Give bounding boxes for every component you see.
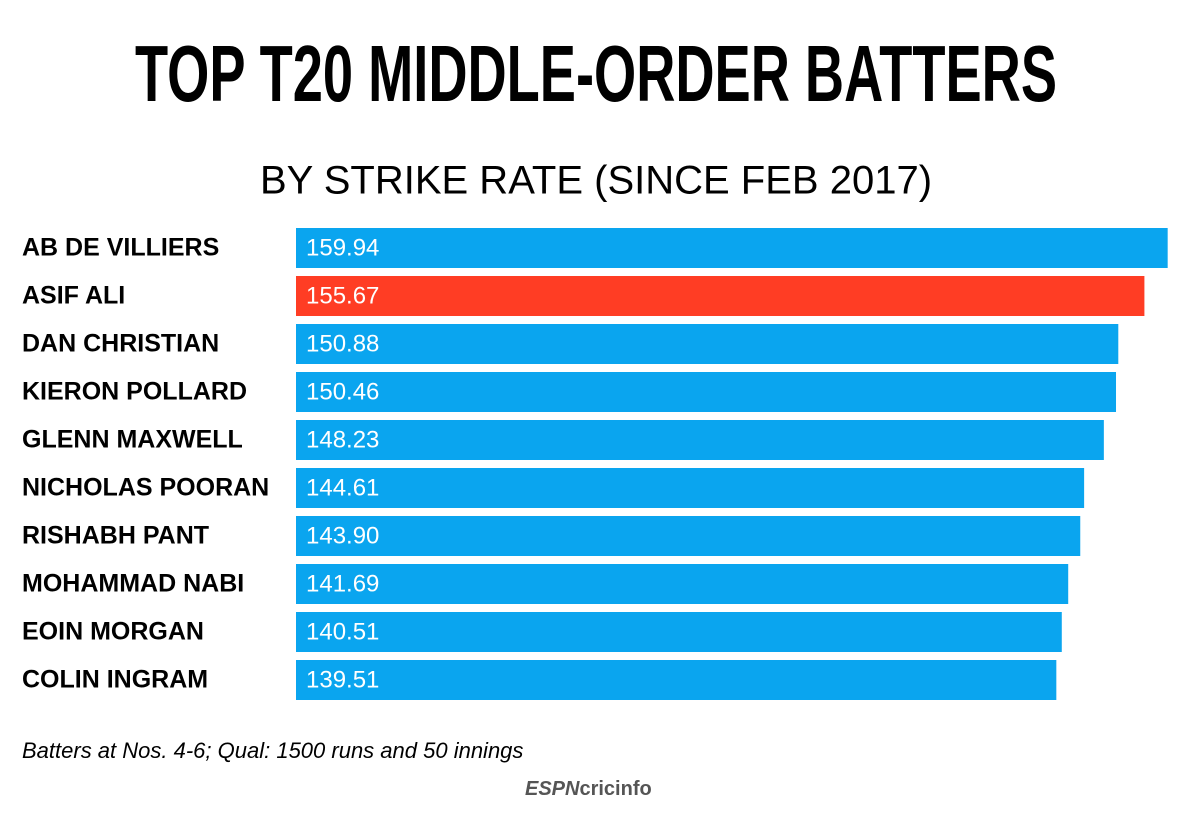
- value-label: 144.61: [306, 474, 379, 501]
- bar: [296, 276, 1145, 316]
- y-tick-label: EOIN MORGAN: [22, 618, 204, 646]
- value-label: 159.94: [306, 234, 379, 261]
- value-label: 140.51: [306, 618, 379, 645]
- value-label: 139.51: [306, 666, 379, 693]
- value-label: 141.69: [306, 570, 379, 597]
- value-label: 155.67: [306, 282, 379, 309]
- y-tick-label: KIERON POLLARD: [22, 378, 247, 406]
- y-tick-label: AB DE VILLIERS: [22, 234, 219, 262]
- y-tick-label: GLENN MAXWELL: [22, 426, 243, 454]
- bar: [296, 228, 1168, 268]
- chart-subtitle: BY STRIKE RATE (SINCE FEB 2017): [260, 159, 932, 203]
- bar: [296, 564, 1069, 604]
- bar: [296, 660, 1057, 700]
- logo: ESPNcricinfo: [525, 778, 652, 800]
- chart-title: TOP T20 MIDDLE-ORDER BATTERS: [135, 29, 1057, 118]
- y-tick-label: NICHOLAS POORAN: [22, 474, 269, 502]
- bar: [296, 372, 1117, 412]
- value-label: 150.46: [306, 378, 379, 405]
- bar: [296, 468, 1085, 508]
- y-tick-label: ASIF ALI: [22, 282, 125, 310]
- y-tick-label: MOHAMMAD NABI: [22, 570, 244, 598]
- bar: [296, 612, 1062, 652]
- value-label: 150.88: [306, 330, 379, 357]
- footnote: Batters at Nos. 4-6; Qual: 1500 runs and…: [22, 738, 523, 763]
- logo-espn: ESPN: [525, 778, 580, 800]
- y-tick-label: RISHABH PANT: [22, 522, 209, 550]
- bar: [296, 324, 1119, 364]
- value-label: 143.90: [306, 522, 379, 549]
- logo-cricinfo: cricinfo: [579, 778, 651, 800]
- y-tick-label: DAN CHRISTIAN: [22, 330, 219, 358]
- value-label: 148.23: [306, 426, 379, 453]
- bar: [296, 420, 1104, 460]
- bar: [296, 516, 1081, 556]
- y-tick-label: COLIN INGRAM: [22, 666, 208, 694]
